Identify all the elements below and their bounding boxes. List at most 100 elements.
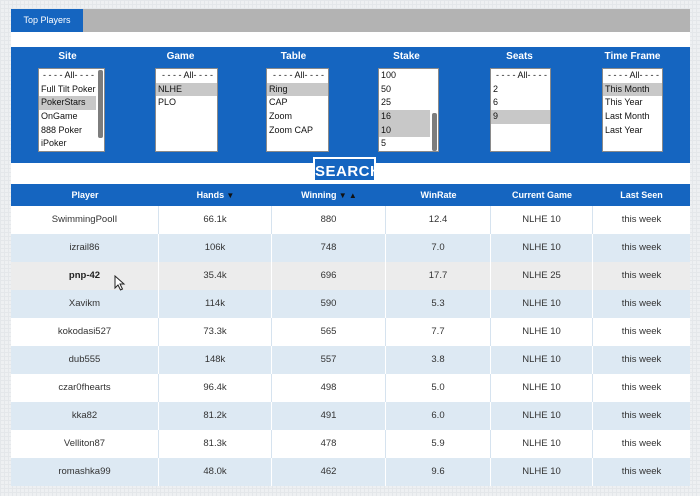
cell-player[interactable]: kka82 (11, 402, 159, 430)
listbox-option[interactable]: OnGame (41, 111, 78, 122)
cell-hands: 48.0k (159, 458, 272, 486)
top-players-panel: Top Players Site - - - - All- - - - Full T… (11, 9, 690, 486)
table-row[interactable]: SwimmingPoolI 66.1k 880 12.4 NLHE 10 this wee… (11, 206, 690, 234)
filter-seats: Seats - - - - All- - - - 2 6 9 (463, 47, 576, 163)
tab-top-players[interactable]: Top Players (11, 9, 83, 32)
sort-desc-icon[interactable]: ▼ (224, 191, 235, 200)
filter-game: Game - - - - All- - - - NLHE PLO (124, 47, 237, 163)
listbox-option[interactable]: Full Tilt Poker (41, 83, 96, 94)
listbox-option[interactable]: NLHE (156, 82, 217, 97)
site-listbox[interactable]: - - - - All- - - - Full Tilt Poker PokerSt… (38, 68, 105, 152)
table-row[interactable]: pnp-42 35.4k 696 17.7 NLHE 25 this week (11, 262, 690, 290)
time-frame-listbox[interactable]: - - - - All- - - - This Month This Year Las… (602, 68, 663, 152)
cell-winrate: 7.7 (386, 318, 491, 346)
cell-player[interactable]: pnp-42 (11, 262, 159, 290)
cell-last-seen: this week (621, 382, 662, 393)
listbox-option[interactable]: iPoker (41, 138, 67, 149)
filter-label: Game (166, 51, 195, 62)
table-row[interactable]: czar0fhearts 96.4k 498 5.0 NLHE 10 this week (11, 374, 690, 402)
cell-last-seen: this week (621, 270, 662, 281)
filter-table: Table - - - - All- - - - Ring CAP Zoom Zoom C… (237, 47, 350, 163)
column-header-current-game[interactable]: Current Game (491, 184, 593, 206)
listbox-option[interactable]: PLO (158, 97, 177, 108)
listbox-option[interactable]: CAP (269, 97, 288, 108)
column-header-winning[interactable]: Winning ▼ ▲ (272, 184, 386, 206)
column-header-player[interactable]: Player (11, 184, 159, 206)
cell-player[interactable]: izrail86 (11, 234, 159, 262)
sort-asc-icon[interactable]: ▲ (346, 191, 357, 200)
cell-hands: 81.3k (159, 430, 272, 458)
listbox-option[interactable]: This Year (605, 97, 643, 108)
listbox-option[interactable]: 2 (493, 83, 499, 94)
cell-current-game: NLHE 10 (491, 402, 593, 430)
listbox-option[interactable]: Ring (267, 82, 328, 97)
listbox-option[interactable]: 5 (381, 138, 387, 149)
sort-desc-icon[interactable]: ▼ (336, 191, 347, 200)
listbox-option[interactable]: - - - - All- - - - (43, 70, 94, 80)
listbox-option[interactable]: Last Month (605, 111, 650, 122)
cell-winning: 565 (272, 318, 386, 346)
listbox-option[interactable]: 100 (381, 70, 397, 80)
listbox-option[interactable]: 10 (379, 123, 430, 138)
listbox-option[interactable]: 888 Poker (41, 124, 83, 135)
table-row[interactable]: izrail86 106k 748 7.0 NLHE 10 this week (11, 234, 690, 262)
listbox-option[interactable]: 25 (381, 97, 392, 108)
listbox-option[interactable]: 50 (381, 83, 392, 94)
column-header-label: Current Game (511, 190, 573, 200)
table-row[interactable]: kka82 81.2k 491 6.0 NLHE 10 this week (11, 402, 690, 430)
filter-site: Site - - - - All- - - - Full Tilt Poker Pok… (11, 47, 124, 163)
column-header-last-seen[interactable]: Last Seen (593, 184, 690, 206)
cell-player[interactable]: SwimmingPoolI (11, 206, 159, 234)
filter-label: Stake (393, 51, 420, 62)
listbox-option[interactable]: - - - - All- - - - (496, 70, 547, 80)
table-row[interactable]: Velliton87 81.3k 478 5.9 NLHE 10 this week (11, 430, 690, 458)
listbox-option[interactable]: 6 (493, 97, 499, 108)
search-button[interactable]: SEARCH (313, 157, 381, 182)
cell-player[interactable]: Xavikm (11, 290, 159, 318)
cell-last-seen: this week (621, 466, 662, 477)
cell-current-game: NLHE 10 (491, 290, 593, 318)
cell-current-game: NLHE 10 (491, 206, 593, 234)
cell-player[interactable]: Velliton87 (11, 430, 159, 458)
listbox-option[interactable]: This Month (603, 82, 662, 97)
seats-listbox[interactable]: - - - - All- - - - 2 6 9 (490, 68, 551, 152)
cell-current-game: NLHE 10 (491, 318, 593, 346)
cell-player[interactable]: kokodasi527 (11, 318, 159, 346)
listbox-option[interactable]: - - - - All- - - - (608, 70, 659, 80)
listbox-option[interactable]: 9 (491, 110, 550, 124)
table-listbox[interactable]: - - - - All- - - - Ring CAP Zoom Zoom CAP (266, 68, 329, 152)
cell-hands: 66.1k (159, 206, 272, 234)
cell-player[interactable]: romashka99 (11, 458, 159, 486)
cell-winning: 880 (272, 206, 386, 234)
column-header-hands[interactable]: Hands ▼ (159, 184, 272, 206)
cell-winrate: 9.6 (386, 458, 491, 486)
game-listbox[interactable]: - - - - All- - - - NLHE PLO (155, 68, 218, 152)
listbox-option[interactable]: Zoom CAP (269, 124, 314, 135)
cell-current-game: NLHE 10 (491, 374, 593, 402)
cell-player[interactable]: czar0fhearts (11, 374, 159, 402)
cell-current-game: NLHE 25 (491, 262, 593, 290)
cell-hands: 73.3k (159, 318, 272, 346)
stake-listbox[interactable]: 100 50 25 16 10 5 (378, 68, 439, 152)
listbox-option[interactable]: Zoom (269, 111, 293, 122)
listbox-option[interactable]: - - - - All- - - - (273, 70, 324, 80)
table-row[interactable]: Xavikm 114k 590 5.3 NLHE 10 this week (11, 290, 690, 318)
listbox-option[interactable]: 16 (379, 110, 430, 124)
cell-player[interactable]: dub555 (11, 346, 159, 374)
column-header-winrate[interactable]: WinRate (386, 184, 491, 206)
table-row[interactable]: romashka99 48.0k 462 9.6 NLHE 10 this week (11, 458, 690, 486)
table-row[interactable]: kokodasi527 73.3k 565 7.7 NLHE 10 this week (11, 318, 690, 346)
cell-winrate: 6.0 (386, 402, 491, 430)
cell-last-seen: this week (621, 354, 662, 365)
scrollbar-thumb[interactable] (432, 113, 437, 151)
listbox-option[interactable]: Last Year (605, 124, 643, 135)
table-row[interactable]: dub555 148k 557 3.8 NLHE 10 this week (11, 346, 690, 374)
cell-winning: 748 (272, 234, 386, 262)
cell-current-game: NLHE 10 (491, 430, 593, 458)
column-header-label: Winning (301, 190, 337, 200)
listbox-option[interactable]: PokerStars (39, 96, 96, 111)
scrollbar-thumb[interactable] (98, 70, 103, 138)
cell-winrate: 7.0 (386, 234, 491, 262)
cell-last-seen: this week (621, 326, 662, 337)
listbox-option[interactable]: - - - - All- - - - (162, 70, 213, 80)
